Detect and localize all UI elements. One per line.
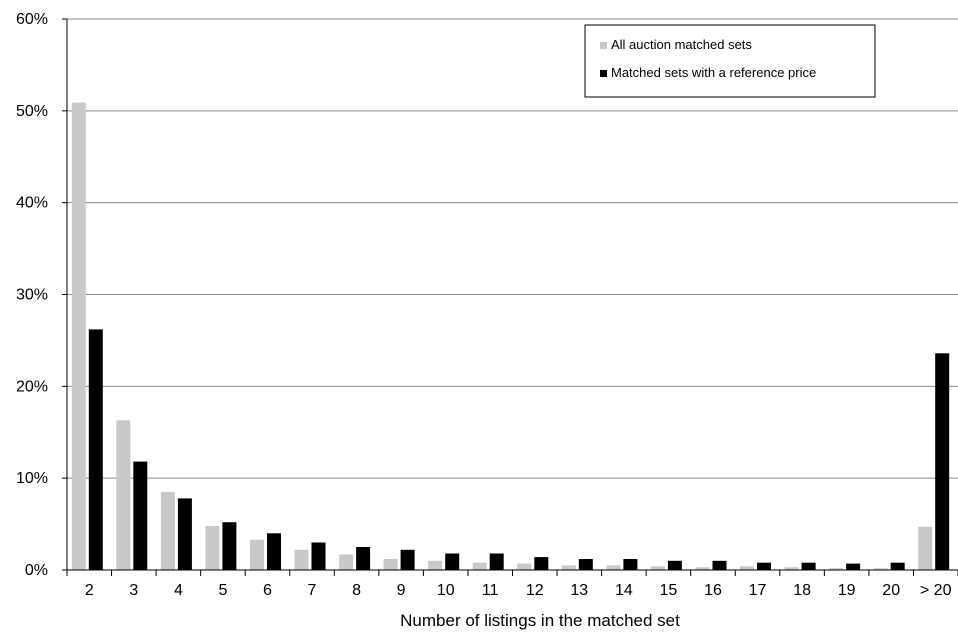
bar-reference-price: [935, 353, 950, 570]
x-tick-label: 13: [570, 582, 588, 599]
bar-reference-price: [534, 557, 549, 570]
bar-reference-price: [88, 329, 103, 570]
x-tick-label: 20: [882, 582, 900, 599]
legend-swatch-all-auction: [600, 42, 607, 49]
x-tick-label: 16: [704, 582, 722, 599]
bar-reference-price: [667, 560, 682, 570]
bar-all-auction: [740, 566, 754, 570]
bar-reference-price: [267, 533, 281, 570]
bar-reference-price: [757, 562, 771, 570]
bar-reference-price: [712, 560, 727, 570]
bar-reference-price: [222, 522, 237, 570]
bar-all-auction: [383, 559, 398, 570]
x-tick-label: 19: [838, 582, 856, 599]
bar-reference-price: [400, 549, 415, 570]
bar-reference-price: [578, 559, 593, 570]
x-tick-labels: 2 3 4 5 6 7 8 9 10 11 12 13 14 15 16 17 18 19 20 > 20: [85, 582, 952, 599]
x-tick-label: 12: [526, 582, 544, 599]
bar-all-auction: [650, 566, 665, 570]
x-tick-label: 4: [174, 582, 183, 599]
x-axis-label: Number of listings in the matched set: [400, 611, 680, 630]
bar-reference-price: [311, 542, 326, 570]
y-tick-label: 40%: [16, 195, 48, 212]
gridlines: [67, 18, 958, 479]
legend: All auction matched sets Matched sets wi…: [584, 24, 876, 98]
bar-reference-price: [801, 562, 816, 570]
bar-all-auction: [294, 549, 309, 570]
y-tick-label: 60%: [16, 11, 48, 28]
y-tick-label: 50%: [16, 103, 48, 120]
bar-all-auction: [606, 565, 621, 570]
bar-all-auction: [71, 102, 86, 570]
bar-all-auction: [695, 567, 710, 570]
bar-all-auction: [339, 554, 354, 570]
bar-reference-price: [489, 553, 504, 570]
bar-reference-price: [445, 553, 460, 570]
x-tick-label: 18: [793, 582, 811, 599]
x-tick-label: 6: [263, 582, 272, 599]
legend-label-reference-price: Matched sets with a reference price: [611, 65, 816, 80]
bar-all-auction: [205, 525, 220, 570]
bar-all-auction: [918, 526, 933, 570]
bar-all-auction: [116, 420, 131, 570]
bar-reference-price: [133, 461, 148, 570]
x-tick-label: 8: [352, 582, 361, 599]
x-tick-label: 2: [85, 582, 94, 599]
bar-all-auction: [160, 491, 175, 570]
x-tick-label: 11: [482, 582, 499, 599]
bar-all-auction: [428, 560, 443, 570]
bar-all-auction: [517, 563, 532, 570]
x-tick-label: 7: [308, 582, 317, 599]
y-tick-label: 0%: [25, 562, 48, 579]
bar-reference-price: [846, 563, 861, 570]
x-tick-label: 10: [437, 582, 455, 599]
bar-all-auction: [784, 567, 799, 570]
legend-swatch-reference-price: [600, 70, 607, 77]
x-tick-label: 9: [397, 582, 406, 599]
bars: [71, 102, 950, 570]
x-tick-label: 3: [129, 582, 138, 599]
axes: [62, 18, 958, 576]
y-tick-label: 20%: [16, 378, 48, 395]
bar-all-auction: [829, 568, 844, 570]
x-tick-label: > 20: [920, 582, 952, 599]
legend-label-all-auction: All auction matched sets: [611, 37, 752, 52]
bar-reference-price: [177, 498, 192, 570]
bar-all-auction: [250, 539, 264, 570]
bar-all-auction: [472, 562, 487, 570]
y-tick-label: 10%: [16, 470, 48, 487]
x-tick-label: 14: [615, 582, 633, 599]
bar-reference-price: [356, 547, 371, 570]
bar-all-auction: [561, 565, 576, 570]
x-tick-label: 15: [660, 582, 678, 599]
x-tick-label: 17: [749, 582, 767, 599]
bar-reference-price: [623, 559, 638, 570]
bar-all-auction: [873, 568, 888, 570]
y-tick-label: 30%: [16, 287, 48, 304]
x-tick-label: 5: [218, 582, 227, 599]
bar-reference-price: [890, 562, 905, 570]
legend-box: [584, 24, 876, 98]
y-tick-labels: 0% 10% 20% 30% 40% 50% 60%: [16, 11, 48, 579]
